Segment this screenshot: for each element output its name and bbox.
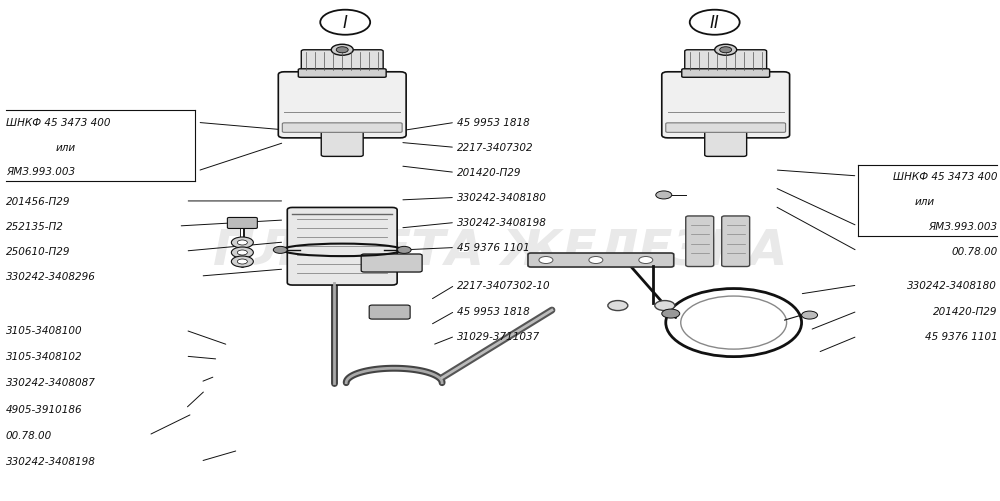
Circle shape bbox=[231, 237, 253, 248]
Circle shape bbox=[231, 257, 253, 268]
FancyBboxPatch shape bbox=[666, 124, 786, 133]
Text: ШНКФ 45 3473 400: ШНКФ 45 3473 400 bbox=[893, 171, 997, 181]
Text: 2217-3407302-10: 2217-3407302-10 bbox=[457, 281, 551, 291]
FancyBboxPatch shape bbox=[301, 51, 383, 74]
FancyBboxPatch shape bbox=[287, 208, 397, 286]
Text: 201456-П29: 201456-П29 bbox=[6, 196, 70, 206]
Circle shape bbox=[397, 247, 411, 254]
Text: 330242-3408087: 330242-3408087 bbox=[6, 377, 96, 387]
Text: или: или bbox=[56, 143, 76, 153]
FancyBboxPatch shape bbox=[369, 306, 410, 320]
Circle shape bbox=[589, 257, 603, 264]
Circle shape bbox=[237, 250, 247, 256]
Circle shape bbox=[237, 240, 247, 245]
Text: 201420-П29: 201420-П29 bbox=[933, 307, 997, 317]
Text: 330242-3408180: 330242-3408180 bbox=[457, 193, 547, 203]
Text: ПЛАНЕТА ЖЕЛЕЗКА: ПЛАНЕТА ЖЕЛЕЗКА bbox=[213, 226, 787, 275]
Text: 3105-3408100: 3105-3408100 bbox=[6, 326, 82, 336]
Ellipse shape bbox=[720, 48, 732, 54]
Text: 330242-3408198: 330242-3408198 bbox=[6, 456, 96, 466]
FancyBboxPatch shape bbox=[682, 70, 770, 78]
Text: ШНКФ 45 3473 400: ШНКФ 45 3473 400 bbox=[6, 118, 110, 128]
FancyBboxPatch shape bbox=[686, 216, 714, 267]
Text: 00.78.00: 00.78.00 bbox=[6, 430, 52, 440]
Circle shape bbox=[656, 191, 672, 199]
Text: 45 9376 1101: 45 9376 1101 bbox=[457, 243, 530, 253]
Text: ЯМЗ.993.003: ЯМЗ.993.003 bbox=[6, 166, 75, 176]
Text: 2217-3407302: 2217-3407302 bbox=[457, 143, 534, 153]
Text: 3105-3408102: 3105-3408102 bbox=[6, 351, 82, 361]
Text: 45 9953 1818: 45 9953 1818 bbox=[457, 118, 530, 128]
Circle shape bbox=[639, 257, 653, 264]
Text: 252135-П2: 252135-П2 bbox=[6, 221, 64, 231]
FancyBboxPatch shape bbox=[227, 218, 257, 229]
FancyBboxPatch shape bbox=[321, 132, 363, 157]
Text: ЯМЗ.993.003: ЯМЗ.993.003 bbox=[928, 221, 997, 231]
FancyBboxPatch shape bbox=[705, 132, 747, 157]
FancyBboxPatch shape bbox=[361, 255, 422, 273]
Text: 330242-3408198: 330242-3408198 bbox=[457, 218, 547, 228]
Text: 250610-П29: 250610-П29 bbox=[6, 246, 70, 257]
Text: I: I bbox=[343, 14, 348, 32]
Text: 4905-3910186: 4905-3910186 bbox=[6, 404, 82, 414]
Circle shape bbox=[608, 301, 628, 311]
Text: 31029-3711037: 31029-3711037 bbox=[457, 332, 540, 341]
Circle shape bbox=[802, 312, 818, 320]
Ellipse shape bbox=[331, 45, 353, 56]
Text: 45 9953 1818: 45 9953 1818 bbox=[457, 307, 530, 317]
Text: 201420-П29: 201420-П29 bbox=[457, 168, 522, 178]
FancyBboxPatch shape bbox=[282, 124, 402, 133]
Circle shape bbox=[237, 260, 247, 265]
Circle shape bbox=[539, 257, 553, 264]
Text: 45 9376 1101: 45 9376 1101 bbox=[925, 332, 997, 341]
Circle shape bbox=[662, 310, 680, 319]
FancyBboxPatch shape bbox=[528, 254, 674, 268]
Circle shape bbox=[273, 247, 287, 254]
Circle shape bbox=[655, 301, 675, 311]
Text: или: или bbox=[914, 196, 934, 206]
FancyBboxPatch shape bbox=[662, 73, 790, 139]
Text: 00.78.00: 00.78.00 bbox=[951, 246, 997, 257]
FancyBboxPatch shape bbox=[722, 216, 750, 267]
Text: II: II bbox=[710, 14, 720, 32]
Text: 330242-3408180: 330242-3408180 bbox=[907, 281, 997, 291]
Ellipse shape bbox=[336, 48, 348, 54]
FancyBboxPatch shape bbox=[278, 73, 406, 139]
Ellipse shape bbox=[715, 45, 737, 56]
Circle shape bbox=[231, 247, 253, 259]
Text: 330242-3408296: 330242-3408296 bbox=[6, 272, 96, 282]
FancyBboxPatch shape bbox=[685, 51, 767, 74]
FancyBboxPatch shape bbox=[298, 70, 386, 78]
